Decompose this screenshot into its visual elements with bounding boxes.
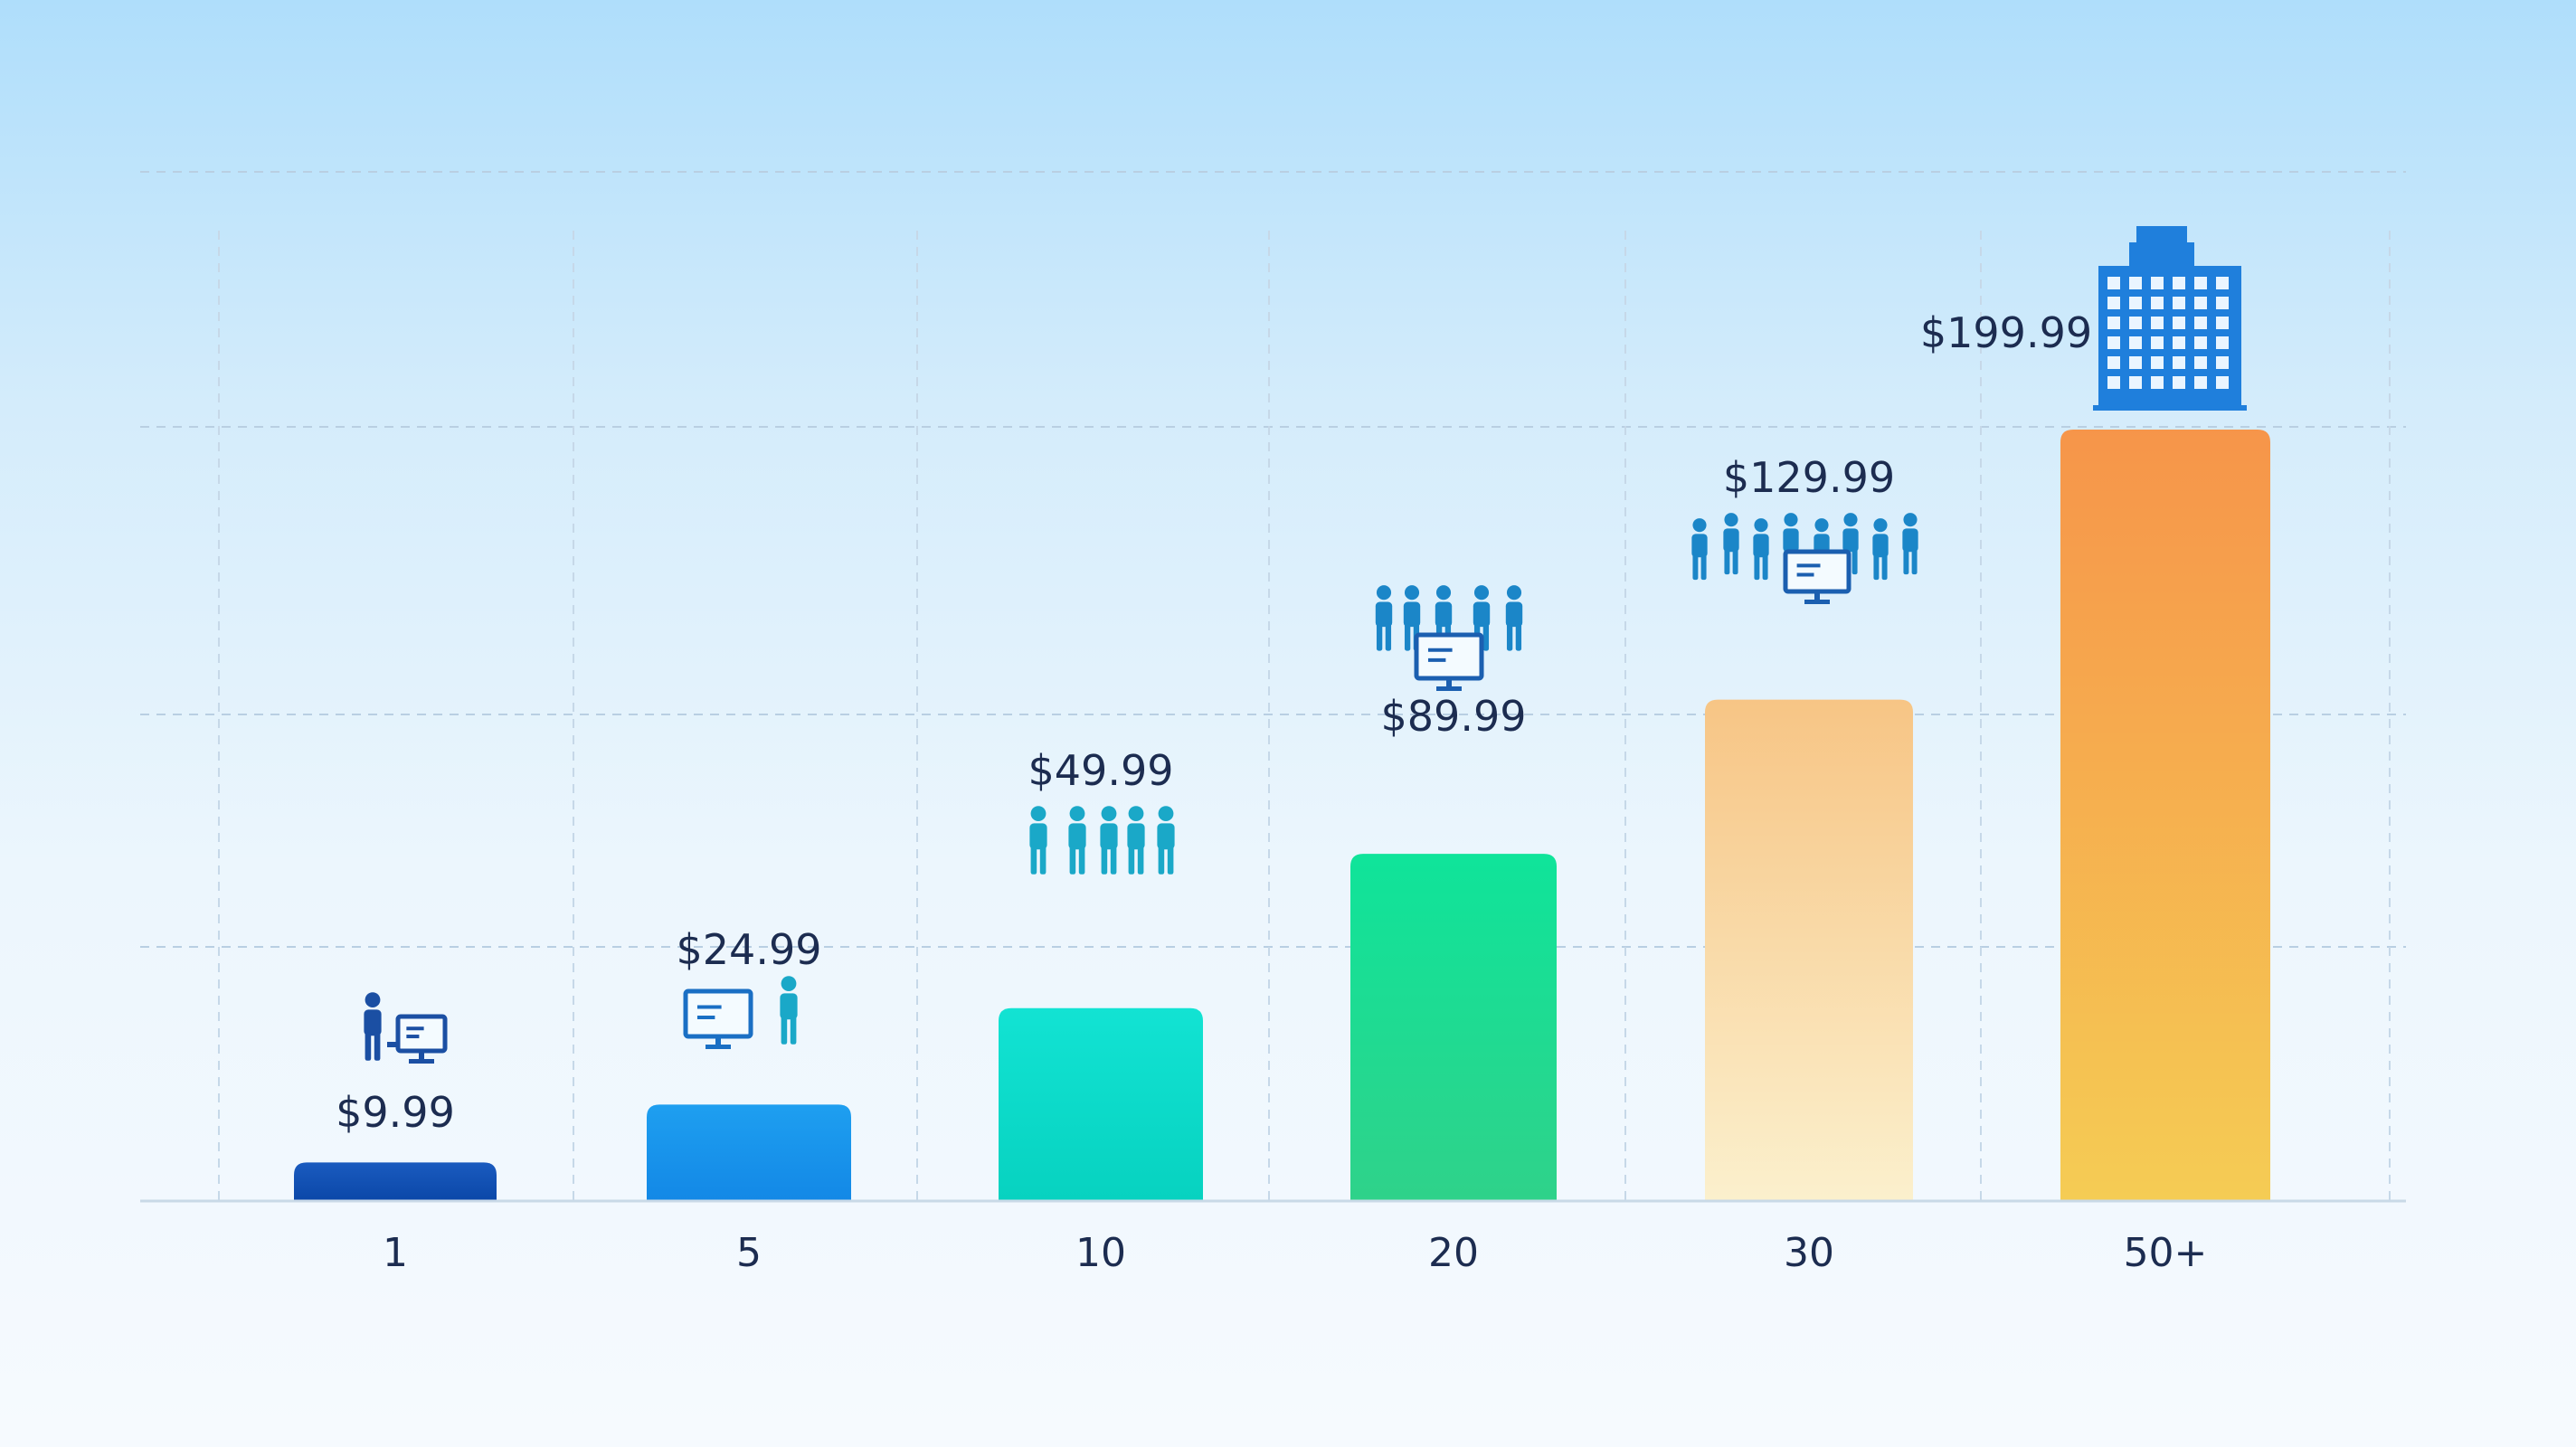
price-label: $199.99 [1920,308,2092,357]
team-with-monitor-icon [1375,585,1523,691]
x-axis: 1 5 10 20 30 50+ [140,1199,2406,1276]
bars [294,430,2270,1201]
bar-5 [647,1104,851,1201]
office-building-icon [2093,226,2247,411]
single-user-workstation-icon [364,992,448,1064]
price-label: $89.99 [1381,692,1527,741]
large-team-icon [1691,513,1918,604]
x-tick-label: 30 [1784,1230,1834,1276]
x-tick-label: 10 [1075,1230,1126,1276]
x-tick-label: 50+ [2124,1230,2208,1276]
price-label: $129.99 [1723,453,1895,502]
bar-50plus [2060,430,2270,1201]
icons [364,226,2247,1064]
grid [140,171,2406,1201]
bar-10 [999,1007,1203,1201]
data-labels: $9.99 $24.99 $49.99 $89.99 $129.99 $199.99 [336,308,2092,1137]
price-label: $9.99 [336,1088,455,1137]
bar-1 [294,1162,497,1201]
bar-30 [1705,699,1913,1201]
bar-20 [1350,854,1557,1201]
x-tick-label: 20 [1428,1230,1479,1276]
five-users-icon [1029,806,1175,875]
price-label: $49.99 [1028,746,1174,795]
x-tick-label: 5 [736,1230,762,1276]
x-tick-label: 1 [383,1230,408,1276]
price-label: $24.99 [677,925,822,974]
user-with-monitor-icon [683,976,798,1049]
